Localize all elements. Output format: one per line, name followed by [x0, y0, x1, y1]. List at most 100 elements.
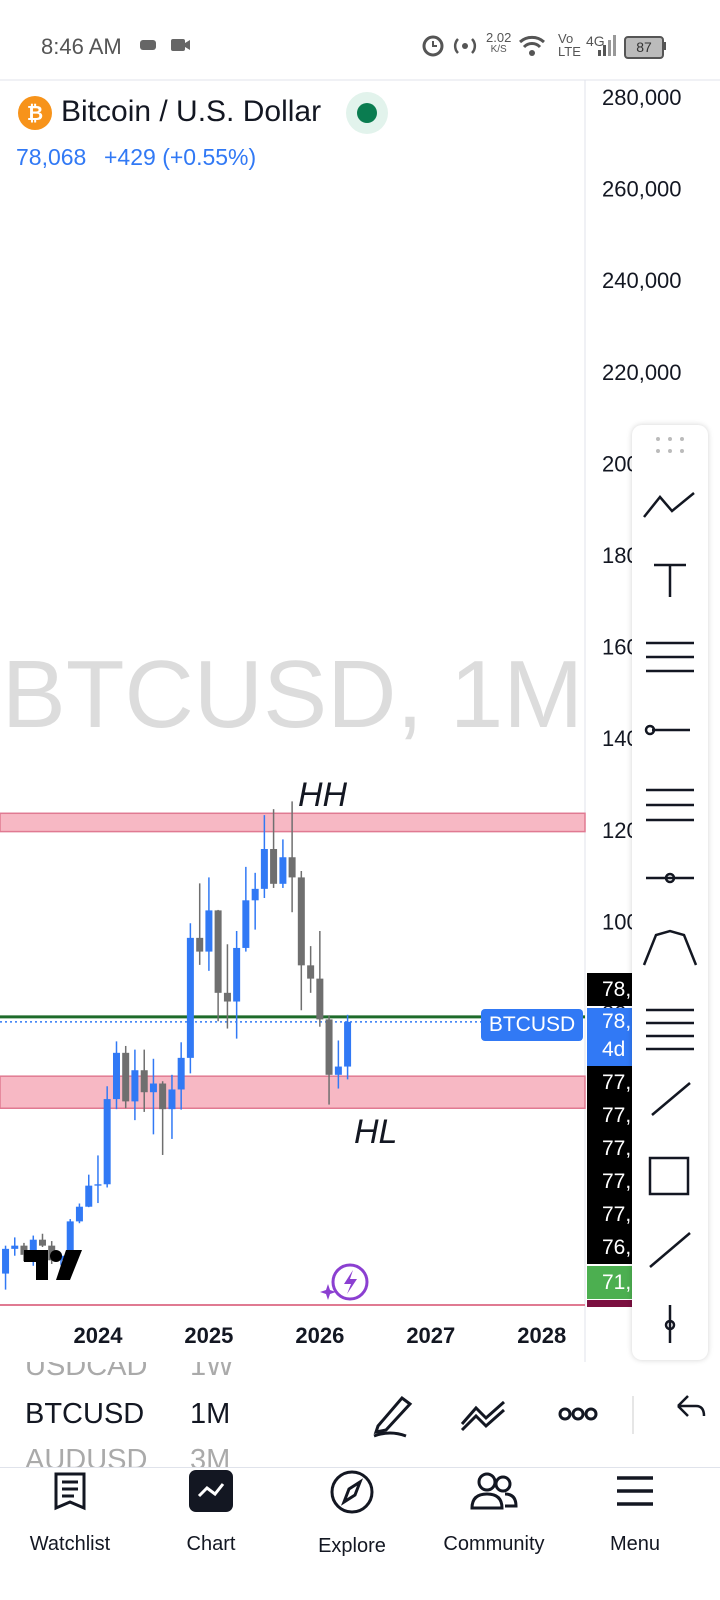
price-scale-label: 77, [587, 1066, 633, 1099]
candle-body [103, 1099, 111, 1185]
candle-body [75, 1206, 83, 1222]
chart-actions [373, 1395, 706, 1438]
nav-label: Chart [186, 1533, 236, 1555]
y-tick-label: 260,000 [602, 177, 682, 202]
symbol[interactable]: USDCAD [25, 1362, 148, 1382]
clock: 8:46 AM [41, 34, 122, 59]
candle-body [168, 1089, 176, 1110]
price-scale-text: 78, [602, 978, 632, 1001]
status-icons-left [140, 39, 190, 51]
candle-body [66, 1221, 74, 1256]
nav-item[interactable]: Explore [282, 1470, 422, 1558]
candle-body [344, 1021, 352, 1067]
x-tick-label: 2027 [406, 1323, 455, 1348]
watchlist-icon [54, 1472, 86, 1511]
undo-button[interactable] [677, 1395, 706, 1417]
status-icons-right [422, 35, 616, 57]
long-position-tool[interactable] [646, 641, 694, 673]
battery-tip [663, 42, 666, 50]
handle [664, 1319, 676, 1331]
more-button[interactable] [558, 1407, 598, 1421]
interval[interactable]: 3M [190, 1444, 231, 1468]
nav-item[interactable]: Chart [141, 1470, 281, 1556]
price-scale-label: 78, 4d [587, 1008, 633, 1066]
candle-body [20, 1245, 28, 1255]
fib-tool[interactable] [646, 1008, 694, 1051]
x-tick-label: 2025 [184, 1323, 233, 1348]
zone [0, 1075, 586, 1109]
svg-text:₿: ₿ [27, 103, 43, 125]
price-change: +429 (+0.55%) [104, 144, 257, 170]
candle-body [334, 1066, 342, 1075]
drawing-toolbar [632, 425, 708, 1360]
nav-divider [0, 1467, 720, 1468]
nav-item[interactable]: Menu [565, 1470, 705, 1556]
nav-item[interactable]: Watchlist [0, 1470, 140, 1556]
line-tool[interactable] [649, 1232, 691, 1268]
pattern-tool[interactable] [642, 929, 698, 966]
speed-value: 2.02 [486, 30, 512, 45]
price-scale-text: 77, [602, 1170, 632, 1193]
handle [644, 724, 656, 736]
symbol[interactable]: BTCUSD [25, 1398, 145, 1430]
assistant-button[interactable] [318, 1262, 372, 1304]
last-price: 78,068 [16, 144, 87, 170]
candle-body [131, 1070, 139, 1102]
volte-top: Vo [558, 31, 574, 46]
indicators-button[interactable] [460, 1400, 505, 1432]
drag-handle[interactable] [656, 437, 684, 453]
nav-item[interactable]: Community [424, 1470, 564, 1556]
price-scale-text: 77, [602, 1203, 632, 1226]
candle-body [122, 1052, 130, 1102]
nav-label: Explore [318, 1535, 386, 1557]
trend-tool[interactable] [643, 492, 695, 518]
network-type: 4G [586, 33, 605, 49]
price-scale-label: 78, [587, 973, 633, 1006]
nav-label: Menu [609, 1533, 661, 1555]
candle-body [205, 910, 213, 952]
y-tick-label: 280,000 [602, 85, 682, 110]
candle-body [85, 1185, 93, 1207]
x-tick-label: 2026 [295, 1323, 344, 1348]
price-scale-text: 77, [602, 1104, 632, 1127]
speed-unit: K/S [490, 44, 507, 55]
y-tick-label: 220,000 [602, 360, 682, 385]
text-tool[interactable] [654, 563, 686, 597]
annotation: HH [298, 776, 348, 814]
candle-body [297, 877, 305, 966]
net-speed: 2.02 K/S [486, 30, 512, 56]
candle-body [149, 1083, 157, 1093]
candle-body [186, 937, 194, 1058]
toolbar-icons [642, 437, 698, 1343]
price-scale-text: 77, [602, 1071, 632, 1094]
candle-body [288, 857, 296, 878]
handle [664, 872, 676, 884]
price-scale-text: 77, [602, 1137, 632, 1160]
draw-button[interactable] [373, 1395, 413, 1438]
nav-label: Community [443, 1533, 545, 1555]
interval[interactable]: 1M [190, 1398, 231, 1430]
chart-icon [189, 1470, 233, 1512]
price-scale-label: 77, [587, 1099, 633, 1132]
annotation: HL [354, 1113, 398, 1151]
volte: Vo LTE [558, 32, 581, 58]
candle-body [159, 1083, 167, 1110]
symbol-picker[interactable]: USDCAD 1W BTCUSD 1M AUDUSD 3M [0, 1362, 340, 1468]
interval[interactable]: 1W [190, 1362, 234, 1382]
short-position-tool[interactable] [646, 788, 694, 822]
candle-body [214, 910, 222, 993]
market-status[interactable] [345, 91, 389, 135]
parallel-channel-tool[interactable] [651, 1082, 691, 1116]
candle-body [260, 849, 268, 889]
candle-body [140, 1070, 148, 1093]
symbol[interactable]: AUDUSD [25, 1444, 148, 1468]
rectangle-tool[interactable] [648, 1156, 690, 1196]
candle-body [112, 1052, 120, 1100]
candle-body [270, 849, 278, 884]
candle-body [196, 937, 204, 952]
candle-body [279, 857, 287, 884]
price-scale-marker [587, 1300, 633, 1307]
battery: 87 [624, 36, 664, 59]
price-scale-text: 78, [602, 1010, 632, 1033]
y-tick-label: 240,000 [602, 268, 682, 293]
